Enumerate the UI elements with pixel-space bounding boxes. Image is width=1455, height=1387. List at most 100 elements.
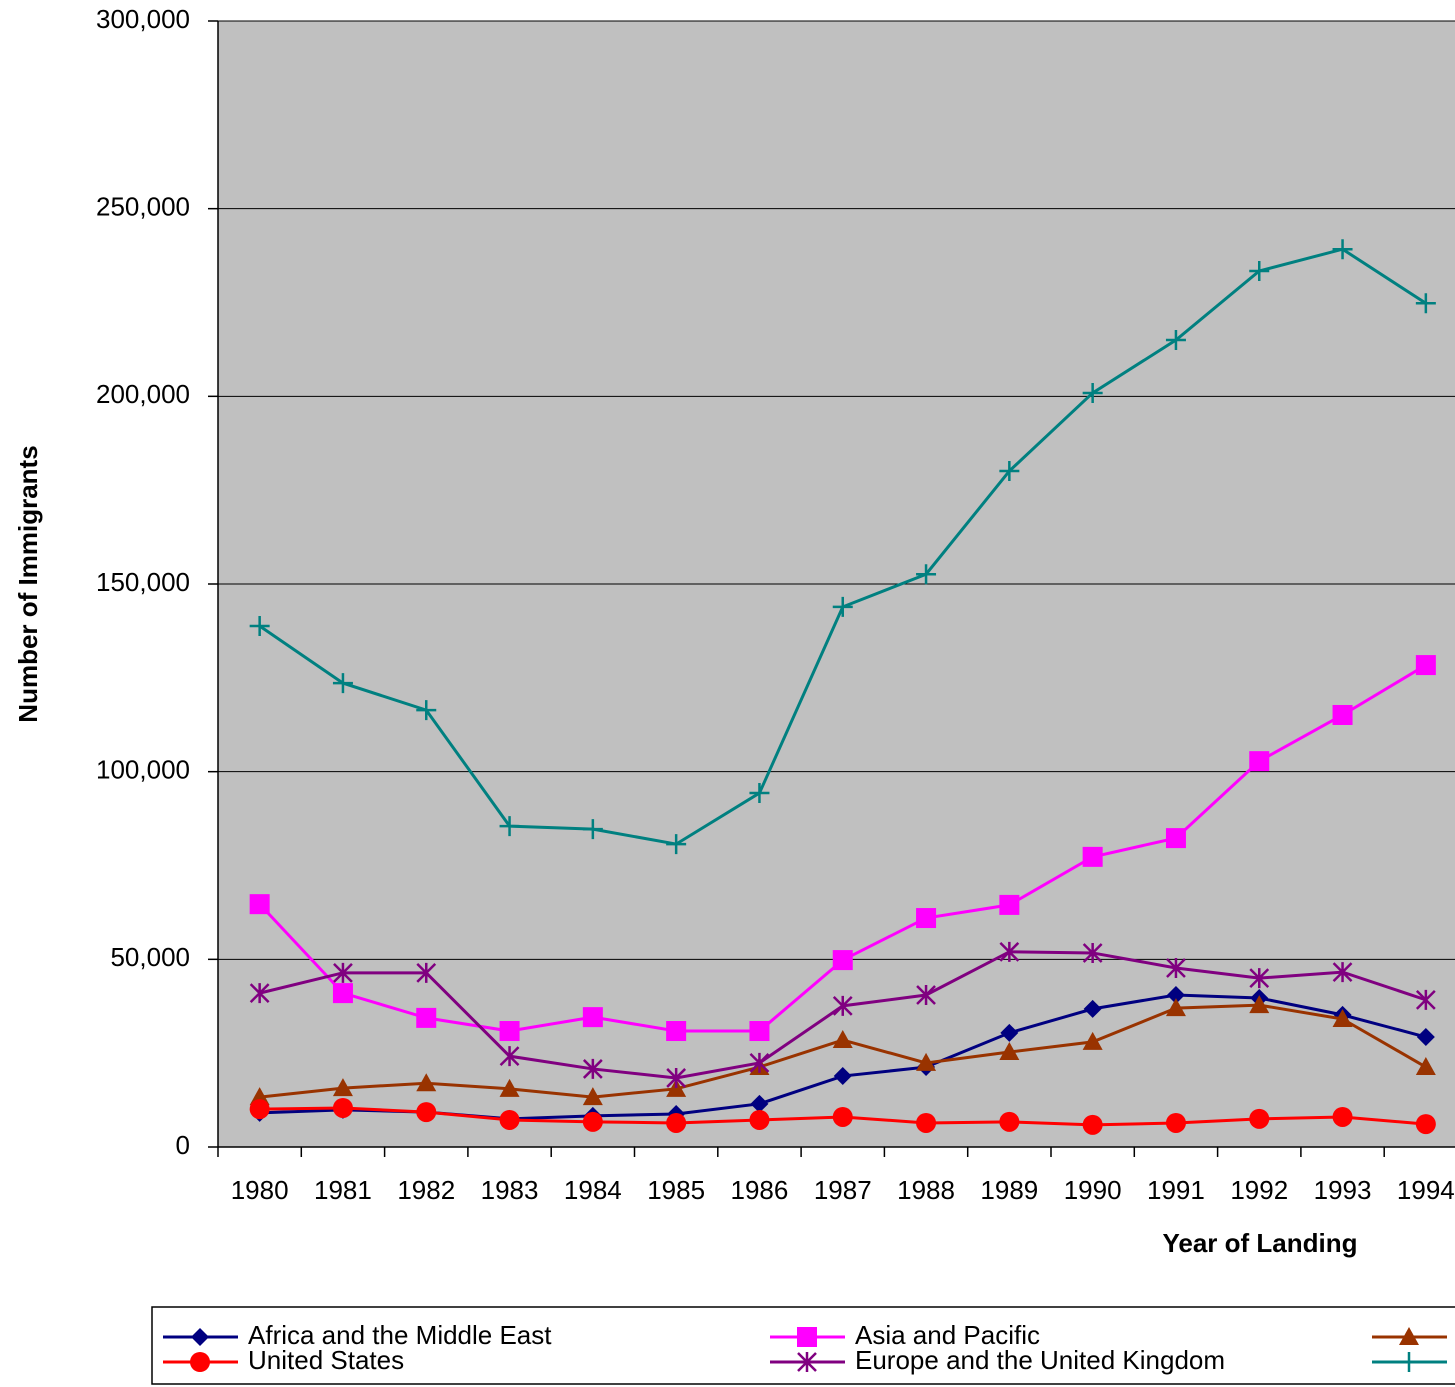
marker xyxy=(999,461,1020,482)
marker xyxy=(999,1042,1020,1061)
y-tick-label: 0 xyxy=(176,1130,190,1160)
marker xyxy=(749,1052,770,1073)
marker xyxy=(833,1067,852,1086)
marker xyxy=(499,1046,520,1067)
marker xyxy=(190,1352,210,1372)
marker xyxy=(916,1052,937,1071)
marker xyxy=(191,1328,209,1346)
marker xyxy=(416,962,437,983)
x-tick-label: 1994 xyxy=(1397,1175,1455,1205)
marker xyxy=(916,1112,937,1133)
marker xyxy=(797,1352,817,1372)
legend-label: Africa and the Middle East xyxy=(248,1320,552,1350)
marker xyxy=(416,700,437,721)
marker xyxy=(1332,1009,1353,1028)
x-tick-label: 1984 xyxy=(564,1175,622,1205)
marker xyxy=(832,596,853,617)
marker xyxy=(1415,1057,1436,1076)
marker xyxy=(832,995,853,1016)
marker xyxy=(1166,957,1186,978)
marker xyxy=(1332,704,1353,725)
marker xyxy=(1249,1108,1270,1129)
marker xyxy=(1083,999,1102,1018)
marker xyxy=(249,894,270,915)
marker xyxy=(1165,998,1186,1017)
marker xyxy=(332,1078,353,1097)
marker xyxy=(1332,962,1353,983)
marker xyxy=(916,984,936,1005)
y-tick-label: 150,000 xyxy=(96,567,190,597)
marker xyxy=(1082,846,1103,867)
marker xyxy=(499,816,520,837)
marker xyxy=(1249,751,1270,772)
x-axis-title: Year of Landing xyxy=(1162,1228,1357,1258)
marker xyxy=(1249,260,1270,281)
marker xyxy=(332,673,353,694)
marker xyxy=(1332,239,1353,260)
marker xyxy=(1166,985,1185,1004)
y-tick-label: 250,000 xyxy=(96,192,190,222)
marker xyxy=(1000,1023,1019,1042)
x-tick-label: 1993 xyxy=(1314,1175,1372,1205)
marker xyxy=(1416,1028,1435,1047)
legend-label: Asia and Pacific xyxy=(855,1320,1040,1350)
x-tick-label: 1992 xyxy=(1230,1175,1288,1205)
y-axis-title: Number of Immigrants xyxy=(13,445,43,722)
x-tick-label: 1981 xyxy=(314,1175,372,1205)
marker xyxy=(916,908,937,929)
marker xyxy=(1415,655,1436,676)
marker xyxy=(499,1021,520,1042)
marker xyxy=(749,783,770,804)
marker xyxy=(332,1097,353,1118)
marker xyxy=(666,1021,687,1042)
y-tick-label: 100,000 xyxy=(96,755,190,785)
marker xyxy=(1399,1352,1419,1372)
marker xyxy=(1415,1114,1436,1135)
x-tick-label: 1987 xyxy=(814,1175,872,1205)
x-tick-label: 1989 xyxy=(980,1175,1038,1205)
marker xyxy=(499,1078,520,1097)
x-tick-label: 1982 xyxy=(397,1175,455,1205)
y-tick-label: 300,000 xyxy=(96,4,190,34)
legend-label: Europe and the United Kingdom xyxy=(855,1345,1225,1375)
marker xyxy=(999,1111,1020,1132)
marker xyxy=(1082,382,1103,403)
marker xyxy=(1082,1031,1103,1050)
marker xyxy=(416,1102,437,1123)
marker xyxy=(666,1112,687,1133)
marker xyxy=(333,962,353,983)
marker xyxy=(332,983,353,1004)
marker xyxy=(832,950,853,971)
marker xyxy=(416,1007,437,1028)
marker xyxy=(666,834,687,855)
marker xyxy=(499,1109,520,1130)
x-tick-label: 1985 xyxy=(647,1175,705,1205)
marker xyxy=(582,1087,603,1106)
marker xyxy=(582,1058,603,1079)
legend-label: United States xyxy=(248,1345,404,1375)
marker xyxy=(1165,330,1186,351)
marker xyxy=(749,1109,770,1130)
x-tick-label: 1990 xyxy=(1064,1175,1122,1205)
y-tick-label: 200,000 xyxy=(96,379,190,409)
marker xyxy=(1332,1106,1353,1127)
legend-box xyxy=(151,1306,1455,1385)
x-tick-label: 1980 xyxy=(231,1175,289,1205)
marker xyxy=(1249,995,1270,1014)
marker xyxy=(249,1099,270,1120)
x-tick-label: 1986 xyxy=(731,1175,789,1205)
marker xyxy=(1399,1327,1419,1345)
marker xyxy=(249,983,270,1004)
marker xyxy=(416,1073,437,1092)
marker xyxy=(750,1094,769,1113)
marker xyxy=(1082,942,1103,963)
marker xyxy=(1082,1114,1103,1135)
marker xyxy=(582,1007,603,1028)
marker xyxy=(582,819,603,840)
marker xyxy=(749,1021,770,1042)
marker xyxy=(1415,989,1436,1010)
marker xyxy=(249,616,270,637)
marker xyxy=(1249,968,1270,989)
